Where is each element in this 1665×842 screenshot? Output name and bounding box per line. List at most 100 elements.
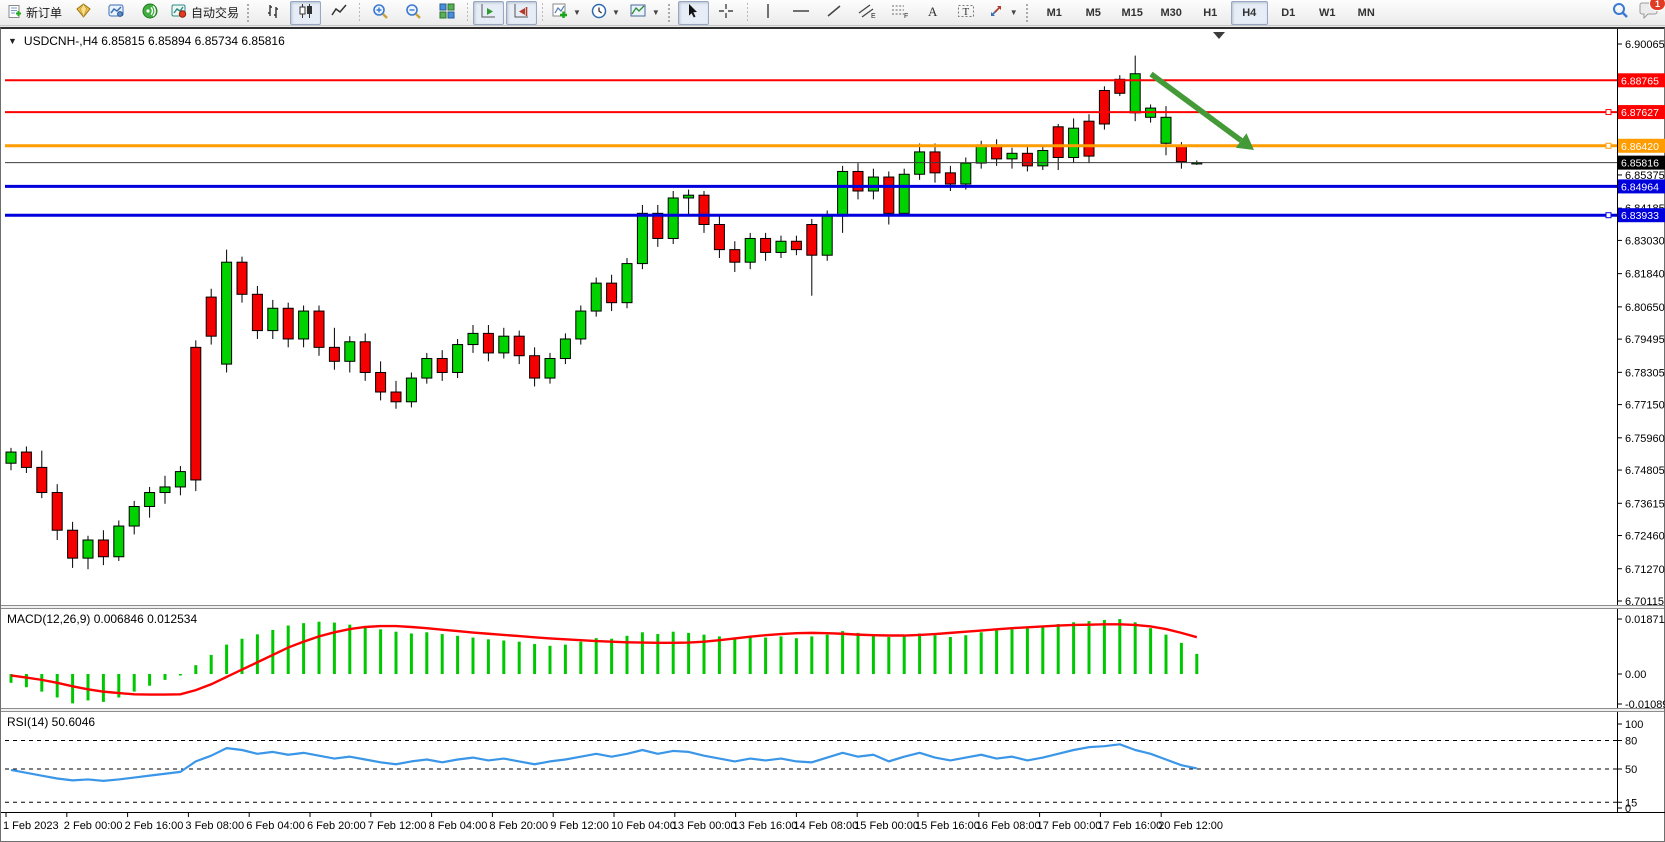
rsi-canvas[interactable]: 100 80 50 150 [1,712,1665,812]
periods-button[interactable]: ▼ [587,1,624,25]
y-tick-label: 6.79495 [1625,334,1665,346]
x-tick-label: 17 Feb 16:00 [1097,820,1162,832]
search-icon[interactable] [1611,1,1629,24]
timeframe-button-W1[interactable]: W1 [1318,6,1336,19]
bar-chart-button[interactable] [257,1,288,25]
y-tick-label: 6.81840 [1625,269,1665,281]
rsi-tick-label: 0 [1625,803,1631,812]
crosshair-button[interactable] [711,1,742,25]
x-tick-label: 20 Feb 12:00 [1158,820,1223,832]
candlestick-chart-button[interactable] [290,0,322,25]
timeframe-button-M1[interactable]: M1 [1046,6,1062,19]
chart-person-icon [108,3,125,22]
horizontal-line-tool-button[interactable] [786,1,817,25]
crosshair-icon [718,3,734,22]
timeframe-group: M1 M5 M15 M30 H1 H4 D1 W1 MN [1035,0,1386,25]
timeframe-button-MN[interactable]: MN [1357,6,1375,19]
text-tool-button[interactable]: A [918,1,949,25]
rsi-tick-label: 80 [1625,736,1637,748]
macd-canvas[interactable]: 0.018711 0.00 -0.010896 [1,609,1665,708]
cursor-button[interactable] [677,0,709,25]
macd-tick-label: 0.018711 [1625,614,1665,626]
macd-signal-line [10,623,1198,696]
x-tick-label: 13 Feb 00:00 [672,820,737,832]
new-order-label: 新订单 [26,6,63,20]
vertical-line-icon [761,3,775,22]
chart-profile-button[interactable] [101,1,132,25]
trendline-icon [826,3,842,22]
x-tick-label: 2 Feb 00:00 [64,820,123,832]
text-label-tool-button[interactable]: T [951,1,982,25]
notification-badge: 1 [1649,0,1665,11]
equidistant-channel-tool-button[interactable]: E [852,1,883,25]
main-chart-canvas[interactable]: 6.900656.853756.841856.830306.818406.806… [1,29,1665,605]
y-tick-label: 6.70115 [1625,596,1664,605]
autotrading-icon [171,3,187,22]
candlestick-chart-icon [298,3,314,22]
new-order-button[interactable]: 新订单 [3,1,66,25]
template-button[interactable]: ▼ [626,1,664,25]
chevron-down-icon[interactable]: ▼ [573,8,581,17]
timeframe-button-H1[interactable]: H1 [1203,6,1218,19]
svg-text:T: T [963,6,970,18]
panel-divider[interactable] [1,708,1664,712]
timeframe-button-H4[interactable]: H4 [1230,0,1268,25]
timeframe-button-M15[interactable]: M15 [1121,6,1143,19]
tile-windows-button[interactable] [431,1,462,25]
line-handle [1605,109,1612,116]
panel-divider[interactable] [1,605,1664,609]
notifications-button[interactable]: 1 [1639,0,1665,24]
y-tick-label: 6.77150 [1625,400,1665,412]
x-tick-label: 10 Feb 04:00 [611,820,676,832]
price-tag [1618,73,1665,88]
rsi-line [10,743,1198,782]
gold-gem-button[interactable] [68,1,99,25]
x-tick-label: 1 Feb 2023 [3,820,59,832]
timeframe-button-M30[interactable]: M30 [1160,6,1182,19]
arrows-tool-button[interactable]: ▼ [984,1,1022,25]
line-chart-button[interactable] [323,1,354,25]
line-handle [1605,212,1612,219]
chart-shift-button[interactable] [506,0,538,25]
x-tick-label: 17 Feb 00:00 [1037,820,1102,832]
toolbar-grip[interactable] [247,3,253,22]
chart-shift-marker [1213,32,1225,39]
price-tag-label: 6.84964 [1621,181,1659,193]
timeframe-button-M5[interactable]: M5 [1085,6,1101,19]
text-label-icon: T [957,3,975,22]
x-tick-label: 15 Feb 16:00 [915,820,980,832]
auto-scroll-button[interactable] [473,0,505,25]
chevron-down-icon[interactable]: ▼ [8,36,17,46]
macd-label: MACD(12,26,9) 0.006846 0.012534 [7,612,198,626]
signal-icon [142,3,158,22]
auto-scroll-icon [480,3,497,22]
clock-icon [591,3,607,22]
add-indicator-button[interactable]: ▼ [548,1,585,25]
chevron-down-icon[interactable]: ▼ [651,8,660,17]
annotation-arrow-head [1235,133,1254,150]
gold-gem-icon [75,3,92,22]
x-tick-label: 8 Feb 20:00 [489,820,548,832]
chevron-down-icon[interactable]: ▼ [1009,8,1018,17]
price-tag [1618,105,1665,120]
chart-window: 6.900656.853756.841856.830306.818406.806… [0,27,1665,842]
timeframe-button-D1[interactable]: D1 [1281,6,1296,19]
y-tick-label: 6.78305 [1625,367,1665,379]
y-tick-label: 6.71270 [1625,564,1665,576]
toolbar-separator [542,3,544,22]
chevron-down-icon[interactable]: ▼ [611,8,620,17]
zoom-out-icon [405,3,422,23]
autotrading-button[interactable]: 自动交易 [167,1,243,25]
zoom-out-button[interactable] [398,1,429,25]
toolbar-grip[interactable] [1025,3,1032,22]
signal-button[interactable] [134,1,165,25]
toolbar-grip[interactable] [667,3,674,22]
zoom-in-button[interactable] [365,1,396,25]
trendline-tool-button[interactable] [819,1,850,25]
level-lines [5,79,1617,219]
time-axis-canvas[interactable]: 1 Feb 2023 2 Feb 00:00 2 Feb 16:00 3 Feb 08… [1,812,1665,841]
fibonacci-tool-button[interactable]: F [885,1,916,25]
vertical-line-tool-button[interactable] [753,1,784,25]
x-tick-label: 2 Feb 16:00 [125,820,184,832]
macd-histogram [9,619,1199,704]
